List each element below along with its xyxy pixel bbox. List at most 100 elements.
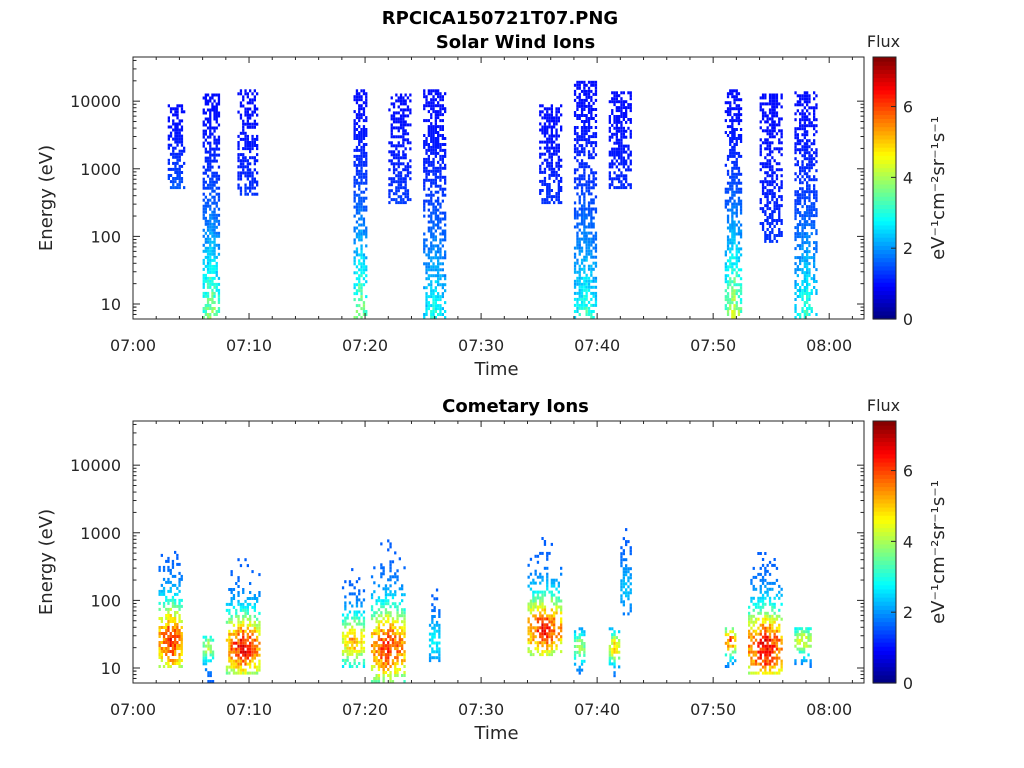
solar-wind-cell	[771, 216, 774, 219]
solar-wind-cell	[204, 264, 207, 268]
cometary-cell	[360, 640, 363, 644]
solar-wind-cell	[611, 109, 614, 113]
solar-wind-cell	[430, 316, 433, 319]
cometary-cell	[389, 665, 392, 668]
solar-wind-cell	[801, 298, 804, 301]
solar-wind-cell	[808, 199, 811, 203]
solar-wind-cell	[365, 178, 368, 182]
solar-wind-cell	[625, 177, 628, 181]
solar-wind-cell	[211, 186, 214, 190]
cometary-cell	[246, 653, 249, 657]
solar-wind-y-tick-label: 10000	[70, 92, 121, 111]
solar-wind-cell	[803, 91, 806, 95]
cometary-cell	[209, 680, 212, 683]
solar-wind-cell	[209, 279, 212, 283]
solar-wind-cell	[611, 132, 614, 136]
solar-wind-cell	[444, 223, 447, 227]
solar-wind-cell	[780, 183, 783, 187]
solar-wind-cell	[739, 277, 743, 281]
solar-wind-cell	[729, 226, 732, 230]
cometary-cell	[389, 560, 392, 564]
solar-wind-cell	[174, 140, 177, 144]
solar-wind-colorbar-step	[873, 269, 896, 275]
solar-wind-cell	[399, 180, 403, 184]
cometary-cell	[362, 658, 366, 662]
solar-wind-cell	[355, 89, 359, 93]
cometary-cell	[433, 615, 436, 618]
solar-wind-cell	[360, 229, 363, 233]
solar-wind-cell	[801, 139, 804, 143]
solar-wind-cell	[441, 154, 444, 158]
cometary-cell	[176, 647, 179, 650]
solar-wind-cell	[242, 156, 245, 160]
cometary-cell	[174, 629, 177, 632]
solar-wind-cell	[430, 140, 433, 143]
solar-wind-cell	[358, 184, 361, 188]
solar-wind-cell	[253, 162, 256, 166]
solar-wind-cell	[439, 274, 442, 278]
solar-wind-cell	[585, 89, 588, 93]
solar-wind-cell	[180, 140, 184, 144]
solar-wind-cell	[806, 190, 809, 194]
cometary-cell	[253, 644, 256, 648]
solar-wind-cell	[239, 165, 243, 169]
cometary-cell	[178, 583, 181, 587]
solar-wind-cell	[808, 244, 811, 248]
solar-wind-cell	[590, 156, 593, 160]
cometary-cell	[578, 650, 581, 654]
solar-wind-cell	[573, 147, 577, 151]
solar-wind-cell	[430, 274, 433, 278]
solar-wind-cell	[360, 250, 363, 254]
solar-wind-cell	[613, 126, 616, 130]
solar-wind-cell	[425, 101, 428, 105]
solar-wind-cell	[583, 192, 586, 196]
solar-wind-cell	[390, 153, 393, 157]
solar-wind-cell	[768, 222, 772, 225]
solar-wind-cell	[557, 143, 560, 147]
solar-wind-cell	[217, 93, 221, 97]
solar-wind-cell	[806, 292, 809, 295]
cometary-cell	[532, 626, 535, 630]
solar-wind-cell	[430, 259, 433, 263]
solar-wind-cell	[211, 279, 214, 283]
solar-wind-cell	[360, 238, 363, 242]
solar-wind-cell	[425, 301, 428, 305]
solar-wind-cell	[204, 93, 207, 97]
solar-wind-cell	[402, 162, 405, 166]
solar-wind-cell	[358, 143, 361, 146]
cometary-cell	[360, 631, 363, 635]
solar-wind-cell	[773, 135, 776, 139]
solar-wind-cell	[444, 175, 447, 179]
solar-wind-cell	[585, 276, 588, 280]
cometary-cell	[428, 656, 432, 660]
cometary-cell	[583, 650, 586, 654]
solar-wind-cell	[244, 165, 247, 169]
solar-wind-cell	[806, 277, 809, 281]
solar-wind-cell	[580, 147, 584, 151]
solar-wind-cell	[803, 115, 806, 119]
solar-wind-cell	[592, 108, 595, 111]
solar-wind-cell	[217, 192, 221, 196]
cometary-cell	[232, 632, 236, 636]
solar-wind-cell	[583, 201, 586, 205]
solar-wind-cell	[209, 240, 212, 244]
solar-wind-cell	[432, 265, 435, 269]
solar-wind-cell	[799, 148, 802, 152]
solar-wind-cell	[169, 134, 173, 138]
cometary-cell	[202, 653, 205, 657]
cometary-cell	[253, 629, 256, 633]
solar-wind-cell	[733, 295, 736, 299]
solar-wind-cell	[773, 210, 776, 214]
cometary-cell	[541, 596, 544, 600]
solar-wind-cell	[209, 96, 212, 100]
solar-wind-cell	[437, 214, 440, 218]
cometary-cell	[258, 591, 261, 594]
solar-wind-x-tick-label: 07:10	[226, 336, 272, 355]
solar-wind-cell	[211, 174, 214, 178]
solar-wind-cell	[726, 217, 730, 221]
cometary-cell	[237, 626, 240, 630]
solar-wind-cell	[178, 149, 181, 153]
cometary-cell	[167, 598, 170, 602]
solar-wind-cell	[585, 249, 588, 253]
solar-wind-cell	[430, 148, 433, 152]
